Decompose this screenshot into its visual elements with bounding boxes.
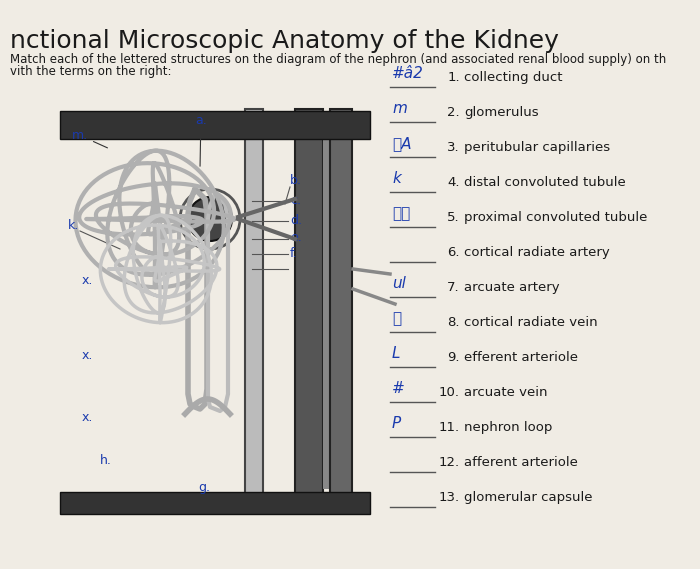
Text: 9.: 9. — [447, 351, 460, 364]
Text: Match each of the lettered structures on the diagram of the nephron (and associa: Match each of the lettered structures on… — [10, 53, 666, 66]
Text: cortical radiate artery: cortical radiate artery — [464, 246, 610, 259]
Text: x.: x. — [82, 349, 93, 362]
Text: 2.: 2. — [447, 106, 460, 119]
Text: proximal convoluted tubule: proximal convoluted tubule — [464, 211, 648, 224]
Text: 13.: 13. — [439, 491, 460, 504]
Text: cortical radiate vein: cortical radiate vein — [464, 316, 598, 329]
Text: a.: a. — [195, 114, 206, 166]
Text: 7.: 7. — [447, 281, 460, 294]
Text: #â2: #â2 — [392, 66, 424, 81]
Text: f.: f. — [290, 247, 298, 260]
Text: 11.: 11. — [439, 421, 460, 434]
Bar — [245, 109, 263, 509]
Text: k: k — [392, 171, 401, 186]
Text: collecting duct: collecting duct — [464, 71, 563, 84]
Text: glomerulus: glomerulus — [464, 106, 538, 119]
Text: 骑並: 骑並 — [392, 206, 410, 221]
Text: 10.: 10. — [439, 386, 460, 399]
Text: b.: b. — [290, 174, 302, 187]
Text: afferent arteriole: afferent arteriole — [464, 456, 578, 469]
Text: 12.: 12. — [439, 456, 460, 469]
Text: 3.: 3. — [447, 141, 460, 154]
Text: 5.: 5. — [447, 211, 460, 224]
Text: vith the terms on the right:: vith the terms on the right: — [10, 65, 172, 78]
Text: efferent arteriole: efferent arteriole — [464, 351, 578, 364]
Text: x.: x. — [82, 274, 93, 287]
Text: P: P — [392, 416, 401, 431]
Text: d.: d. — [290, 214, 302, 227]
Text: m: m — [392, 101, 407, 116]
Text: h.: h. — [100, 454, 112, 467]
Text: #: # — [392, 381, 405, 396]
Bar — [323, 119, 331, 489]
Circle shape — [188, 197, 232, 241]
Text: g.: g. — [198, 481, 210, 494]
Text: 1.: 1. — [447, 71, 460, 84]
Text: k.: k. — [68, 219, 79, 232]
Text: distal convoluted tubule: distal convoluted tubule — [464, 176, 626, 189]
Text: 8.: 8. — [447, 316, 460, 329]
Text: x.: x. — [82, 411, 93, 424]
Text: 娊A: 娊A — [392, 136, 412, 151]
Bar — [295, 109, 323, 509]
Text: nctional Microscopic Anatomy of the Kidney: nctional Microscopic Anatomy of the Kidn… — [10, 29, 559, 53]
Text: 4.: 4. — [447, 176, 460, 189]
Text: arcuate artery: arcuate artery — [464, 281, 559, 294]
Text: 倒: 倒 — [392, 311, 401, 326]
Bar — [60, 492, 370, 514]
Text: c.: c. — [290, 194, 301, 207]
Bar — [330, 109, 352, 509]
Bar — [60, 111, 370, 139]
Text: peritubular capillaries: peritubular capillaries — [464, 141, 610, 154]
Text: m.: m. — [72, 129, 108, 148]
Text: e.: e. — [290, 231, 302, 244]
Text: 6.: 6. — [447, 246, 460, 259]
Text: nephron loop: nephron loop — [464, 421, 552, 434]
Text: ul: ul — [392, 276, 406, 291]
Text: glomerular capsule: glomerular capsule — [464, 491, 592, 504]
Text: arcuate vein: arcuate vein — [464, 386, 547, 399]
Text: L: L — [392, 346, 400, 361]
